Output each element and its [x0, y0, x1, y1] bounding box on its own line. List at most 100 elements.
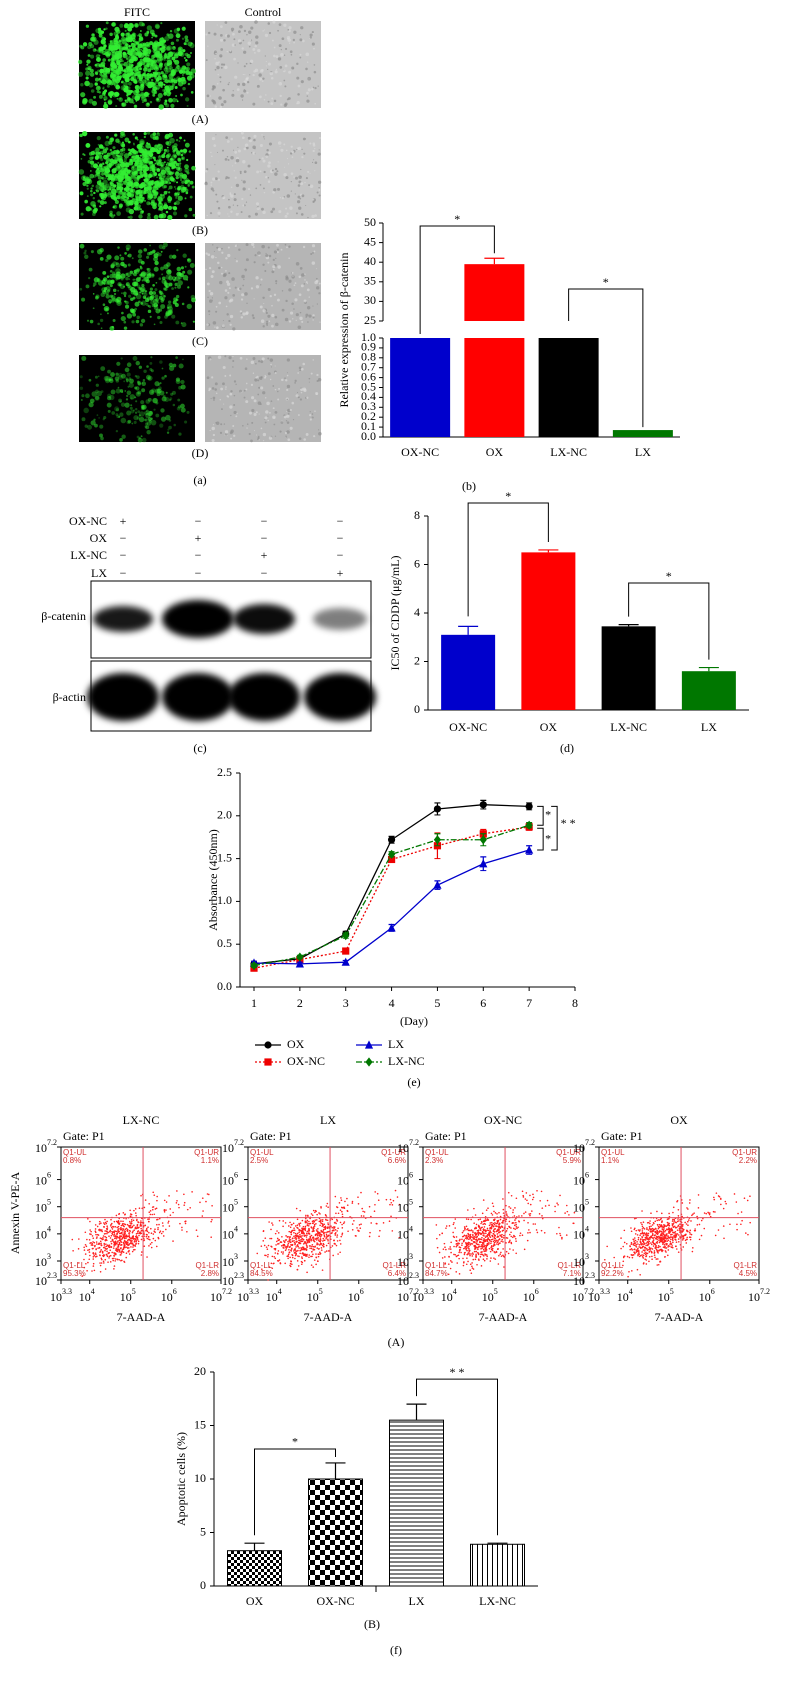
- cell: [99, 91, 101, 93]
- cell: [169, 283, 172, 286]
- cell: [181, 408, 186, 413]
- cell: [168, 171, 172, 175]
- event: [267, 1248, 269, 1250]
- event: [341, 1207, 343, 1209]
- cell: [151, 389, 155, 393]
- cell: [189, 208, 192, 211]
- event: [320, 1222, 322, 1224]
- event: [113, 1258, 115, 1260]
- cell: [136, 320, 140, 324]
- cell: [81, 158, 83, 160]
- cell: [108, 48, 111, 51]
- cell: [128, 161, 133, 166]
- texture: [309, 296, 310, 297]
- cell: [116, 362, 120, 366]
- series-line: [254, 825, 529, 965]
- data-point: [480, 801, 487, 808]
- y-tick-base: 10: [35, 1173, 47, 1187]
- event: [261, 1245, 263, 1247]
- event: [93, 1265, 95, 1267]
- cell: [120, 257, 124, 261]
- cell: [145, 425, 148, 428]
- texture: [301, 149, 302, 150]
- event: [315, 1210, 317, 1212]
- cell: [104, 279, 106, 281]
- cell: [122, 264, 124, 266]
- cell: [84, 250, 86, 252]
- texture: [228, 159, 230, 161]
- texture: [221, 267, 223, 269]
- cell: [147, 68, 151, 72]
- cell: [130, 404, 132, 406]
- event: [297, 1227, 299, 1229]
- texture: [235, 415, 237, 417]
- event: [105, 1248, 107, 1250]
- texture: [285, 176, 288, 179]
- cell: [86, 285, 90, 289]
- texture: [248, 188, 250, 190]
- texture: [295, 380, 297, 382]
- cell: [159, 277, 162, 280]
- error-bar: [326, 1463, 346, 1479]
- event: [154, 1240, 156, 1242]
- event: [279, 1220, 281, 1222]
- texture: [318, 292, 320, 294]
- data-point: [526, 803, 533, 810]
- texture: [220, 399, 221, 400]
- texture: [314, 251, 316, 253]
- cell: [104, 99, 106, 101]
- event: [303, 1246, 305, 1248]
- cell: [154, 261, 158, 265]
- cell: [113, 289, 116, 292]
- lane-sign: −: [261, 514, 268, 528]
- cell: [95, 28, 100, 33]
- cell: [116, 388, 121, 393]
- cell: [114, 293, 116, 295]
- texture: [291, 146, 293, 148]
- cell: [169, 182, 171, 184]
- texture: [259, 96, 262, 99]
- significance-label: *: [292, 1435, 298, 1449]
- texture: [265, 34, 268, 37]
- plot-title: LX-NC: [123, 1113, 160, 1127]
- texture: [308, 315, 311, 318]
- cell: [136, 316, 139, 319]
- cell: [184, 164, 189, 169]
- cell: [81, 399, 83, 401]
- texture: [246, 34, 247, 35]
- cell: [169, 419, 172, 422]
- cell: [119, 283, 122, 286]
- texture: [267, 315, 270, 318]
- band-label: β-actin: [53, 690, 86, 704]
- texture: [227, 140, 230, 143]
- texture: [277, 265, 280, 268]
- event: [323, 1229, 325, 1231]
- event: [99, 1230, 101, 1232]
- cell: [169, 399, 171, 401]
- texture: [284, 55, 285, 56]
- event: [311, 1248, 313, 1250]
- cell: [129, 201, 132, 204]
- event: [317, 1260, 319, 1262]
- cell: [149, 169, 151, 171]
- cell: [95, 78, 99, 82]
- event: [289, 1257, 291, 1259]
- event: [116, 1221, 118, 1223]
- texture: [239, 25, 243, 29]
- event: [108, 1257, 110, 1259]
- cell: [177, 158, 180, 161]
- cell: [80, 45, 84, 49]
- cell: [161, 211, 163, 213]
- event: [307, 1242, 309, 1244]
- event: [120, 1247, 122, 1249]
- cell: [96, 172, 100, 176]
- texture: [232, 327, 235, 330]
- texture: [301, 273, 305, 277]
- event: [111, 1246, 113, 1248]
- texture: [287, 438, 290, 441]
- texture: [218, 96, 222, 100]
- texture: [243, 90, 246, 93]
- texture: [267, 69, 268, 70]
- event: [297, 1224, 299, 1226]
- cell: [85, 425, 88, 428]
